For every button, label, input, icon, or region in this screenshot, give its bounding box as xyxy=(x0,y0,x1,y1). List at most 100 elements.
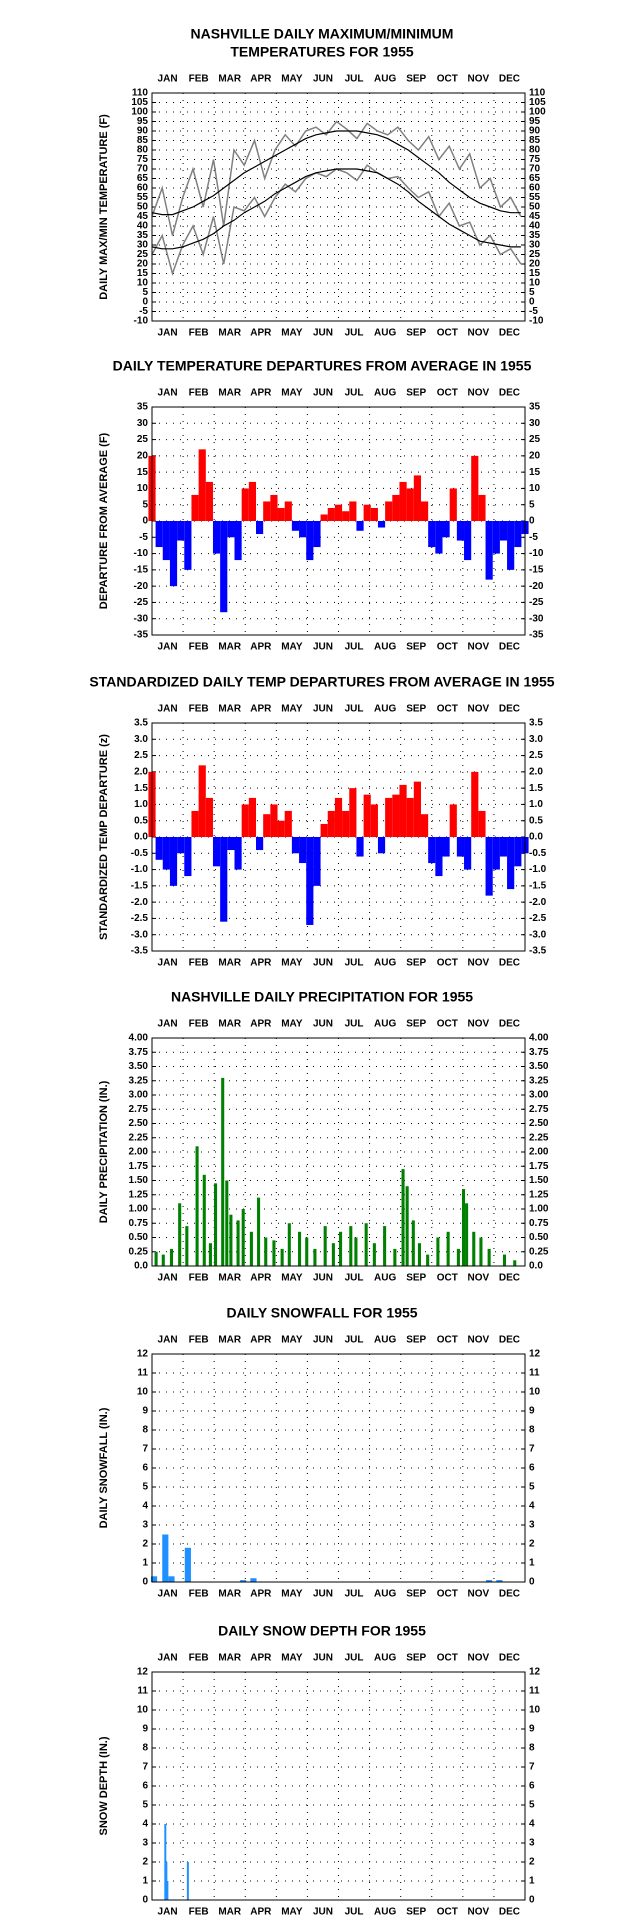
month-label-top: JUN xyxy=(313,1019,333,1030)
bar xyxy=(492,837,500,870)
y-tick-label: 10 xyxy=(137,1705,149,1716)
month-label-bottom: APR xyxy=(250,1907,272,1918)
month-label-bottom: FEB xyxy=(189,642,209,653)
y-tick-label-right: 0.0 xyxy=(529,832,543,843)
y-tick-label-right: -1.0 xyxy=(529,864,547,875)
bar xyxy=(241,804,249,837)
bar xyxy=(306,837,314,925)
y-tick-label-right: 75 xyxy=(529,154,541,165)
bar xyxy=(485,837,493,896)
bar xyxy=(272,1240,276,1266)
bar xyxy=(164,1824,167,1900)
y-tick-label-right: 0 xyxy=(529,1895,535,1906)
y-tick-label: 0.0 xyxy=(134,1261,148,1272)
month-label-bottom: MAR xyxy=(218,642,242,653)
month-label-bottom: JAN xyxy=(158,1273,178,1284)
y-tick-label-right: 0.0 xyxy=(529,1261,543,1272)
y-tick-label-right: 100 xyxy=(529,107,546,118)
y-tick-label: 25 xyxy=(137,249,149,260)
month-label-top: JAN xyxy=(158,1653,178,1664)
month-label-top: JUN xyxy=(313,1653,333,1664)
bar xyxy=(420,501,429,521)
plot-frame xyxy=(151,92,526,322)
month-label-top: MAY xyxy=(281,1653,303,1664)
bar xyxy=(248,481,257,521)
y-tick-label-right: 0 xyxy=(529,297,535,308)
y-tick-label-right: -30 xyxy=(529,613,544,624)
y-tick-label: 30 xyxy=(137,240,149,251)
y-tick-label-right: 9 xyxy=(529,1724,535,1735)
y-tick-label-right: 80 xyxy=(529,145,541,156)
y-tick-label: 4 xyxy=(142,1501,148,1512)
y-tick-label-right: 105 xyxy=(529,97,546,108)
month-label-bottom: JUL xyxy=(345,958,364,969)
month-label-bottom: SEP xyxy=(406,642,426,653)
y-tick-label-right: 50 xyxy=(529,202,541,213)
y-tick-label: 2.25 xyxy=(129,1132,149,1143)
month-label-top: MAR xyxy=(218,1653,242,1664)
y-tick-label-right: -10 xyxy=(529,316,544,327)
month-label-top: DEC xyxy=(499,704,520,715)
month-label-top: DEC xyxy=(499,74,520,85)
month-label-bottom: APR xyxy=(250,1273,272,1284)
bar xyxy=(385,797,393,837)
bar xyxy=(227,521,235,538)
y-tick-label-right: 1 xyxy=(529,1876,535,1887)
y-tick-label: 95 xyxy=(137,116,149,127)
month-label-top: JUL xyxy=(345,704,364,715)
bar xyxy=(342,511,350,521)
bar xyxy=(514,837,522,867)
bar xyxy=(456,521,465,541)
month-label-top: APR xyxy=(250,1335,272,1346)
bar xyxy=(413,475,421,521)
month-label-top: JAN xyxy=(158,1019,178,1030)
month-label-bottom: MAY xyxy=(281,642,303,653)
month-label-bottom: NOV xyxy=(468,1273,490,1284)
y-tick-label: 0.25 xyxy=(129,1246,149,1257)
y-tick-label: -1.5 xyxy=(131,880,149,891)
bar xyxy=(436,1237,440,1266)
y-tick-label-right: 30 xyxy=(529,240,541,251)
bar xyxy=(195,1146,199,1266)
bar xyxy=(306,521,314,561)
y-tick-label-right: 0.50 xyxy=(529,1232,549,1243)
y-tick-label-right: 20 xyxy=(529,259,541,270)
y-tick-label: 1.5 xyxy=(134,783,148,794)
month-label-top: JUL xyxy=(345,1335,364,1346)
month-label-bottom: SEP xyxy=(406,1273,426,1284)
y-tick-label-right: -25 xyxy=(529,597,544,608)
month-label-bottom: AUG xyxy=(374,1907,396,1918)
month-label-bottom: JUN xyxy=(313,958,333,969)
y-tick-label-right: 2.25 xyxy=(529,1132,549,1143)
bar xyxy=(165,1862,168,1900)
bar xyxy=(177,837,185,854)
month-label-top: FEB xyxy=(189,1653,209,1664)
month-label-bottom: OCT xyxy=(437,1589,458,1600)
bar xyxy=(198,449,206,521)
bar xyxy=(349,501,357,521)
y-tick-label-right: 1.00 xyxy=(529,1204,549,1215)
bar xyxy=(513,1260,517,1266)
bar xyxy=(162,1534,169,1582)
y-tick-label-right: 85 xyxy=(529,135,541,146)
y-tick-label-right: 5 xyxy=(529,1482,535,1493)
y-tick-label-right: 4 xyxy=(529,1819,535,1830)
month-label-top: AUG xyxy=(374,1335,396,1346)
y-tick-label: 8 xyxy=(142,1425,148,1436)
month-label-bottom: JUN xyxy=(313,1907,333,1918)
bar xyxy=(406,488,414,521)
series-line xyxy=(151,120,522,236)
bar xyxy=(456,837,465,857)
y-tick-label: 0.0 xyxy=(134,832,148,843)
y-tick-label-right: 3.25 xyxy=(529,1075,549,1086)
bar xyxy=(213,1183,218,1266)
bar xyxy=(442,521,450,538)
bar xyxy=(162,837,170,870)
y-axis-label: DAILY MAX/MIN TEMPERATURE (F) xyxy=(98,114,110,300)
y-tick-label: 1.50 xyxy=(129,1175,149,1186)
y-tick-label: 1 xyxy=(142,1558,148,1569)
y-tick-label: 2.75 xyxy=(129,1104,149,1115)
month-label-bottom: NOV xyxy=(468,642,490,653)
y-tick-label-right: 8 xyxy=(529,1425,535,1436)
y-tick-label-right: -0.5 xyxy=(529,848,547,859)
